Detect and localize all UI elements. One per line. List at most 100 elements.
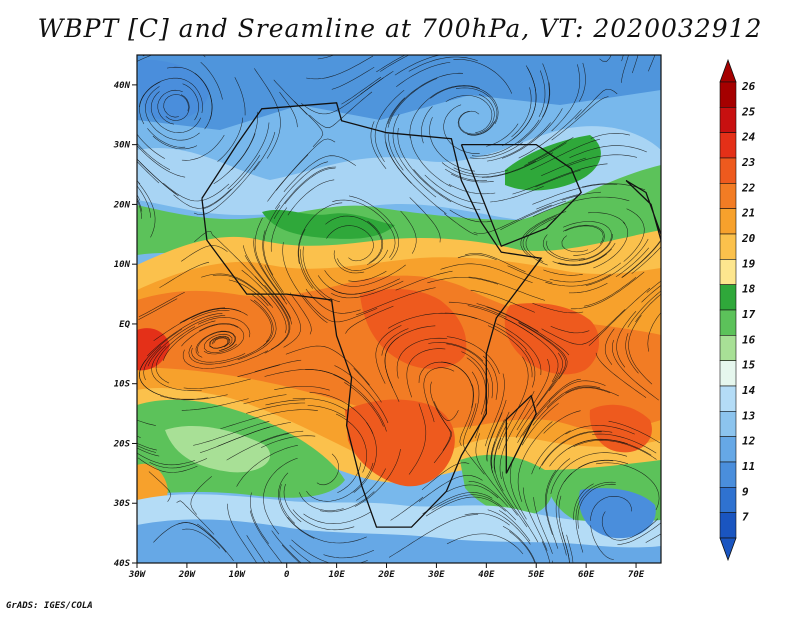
streamline: [253, 299, 274, 347]
streamline: [137, 161, 160, 184]
streamline: [561, 235, 589, 253]
streamline: [545, 274, 611, 287]
chart-title: WBPT [C] and Sreamline at 700hPa, VT: 20…: [37, 14, 763, 43]
streamline: [151, 345, 202, 391]
streamline: [469, 371, 480, 429]
streamline: [588, 287, 651, 346]
streamline: [137, 158, 177, 195]
streamline: [367, 220, 384, 265]
streamline: [464, 513, 510, 526]
streamline: [283, 155, 357, 192]
streamline: [356, 287, 436, 316]
streamline: [228, 279, 269, 306]
streamline: [413, 169, 481, 211]
streamline: [148, 471, 172, 502]
streamline: [527, 137, 574, 164]
streamline: [145, 86, 200, 141]
streamline: [490, 441, 528, 528]
streamline: [468, 481, 509, 507]
streamline: [302, 246, 340, 303]
streamline: [176, 500, 215, 535]
streamline: [590, 496, 632, 521]
streamline: [209, 335, 231, 349]
streamline: [237, 294, 277, 361]
lon-tick-label: 40E: [478, 570, 495, 580]
streamline: [573, 483, 594, 521]
streamline: [566, 534, 574, 563]
lon-tick-label: 30W: [128, 570, 147, 580]
streamline: [512, 163, 608, 195]
streamline: [271, 530, 302, 563]
streamline: [181, 245, 228, 262]
lat-tick-label: 10N: [114, 260, 131, 270]
streamline: [575, 481, 616, 553]
colorbar-swatch: [719, 157, 737, 184]
streamline: [518, 82, 551, 144]
streamline: [408, 56, 478, 72]
streamline: [595, 462, 660, 511]
lat-tick-label: 20N: [113, 200, 131, 210]
streamline: [300, 249, 332, 302]
streamline: [138, 298, 178, 320]
lon-tick-label: 30E: [427, 570, 445, 580]
streamline: [516, 358, 550, 431]
streamline: [182, 83, 199, 121]
streamline: [279, 91, 298, 128]
streamline: [631, 246, 661, 274]
streamline: [501, 65, 537, 147]
streamline: [525, 217, 557, 262]
colorbar-label: 14: [742, 384, 756, 397]
streamline: [325, 215, 383, 264]
lat-tick-label: 40N: [114, 81, 131, 91]
streamline: [483, 355, 498, 400]
colorbar-swatch: [719, 436, 737, 463]
streamline: [453, 59, 513, 94]
streamline: [538, 430, 613, 470]
streamline: [396, 62, 451, 88]
streamline: [199, 323, 245, 355]
streamline: [530, 138, 601, 170]
colorbar: 26 25 24 23 22 21 20 19 18 17 16 15 14 13 12 11 9 7: [719, 58, 756, 562]
streamline: [486, 412, 503, 462]
colorbar-swatch: [719, 461, 737, 488]
streamline: [306, 55, 374, 80]
colorbar-arrow-top: [719, 58, 737, 83]
streamline: [333, 250, 365, 274]
streamline: [486, 399, 507, 461]
streamline: [138, 182, 156, 238]
streamline: [518, 321, 568, 380]
streamline: [520, 211, 567, 256]
streamline: [536, 372, 559, 406]
streamline: [390, 496, 424, 521]
streamline: [283, 483, 302, 523]
streamline: [190, 310, 230, 320]
streamline: [298, 228, 314, 289]
streamline: [459, 384, 474, 446]
coastlines: [201, 102, 661, 528]
streamline: [137, 194, 141, 201]
streamline: [499, 390, 535, 480]
streamline: [162, 320, 216, 361]
streamline: [570, 271, 645, 310]
streamline: [281, 544, 301, 563]
streamline: [604, 328, 615, 365]
streamline: [183, 308, 248, 322]
streamline: [254, 217, 285, 301]
streamline: [287, 517, 367, 544]
streamline: [150, 91, 202, 133]
streamline: [267, 138, 336, 202]
streamline: [522, 487, 548, 551]
streamline: [137, 442, 158, 451]
streamline: [502, 525, 536, 563]
streamline: [549, 438, 628, 467]
colorbar-label: 20: [741, 232, 756, 245]
streamline: [143, 346, 162, 381]
streamline: [263, 457, 298, 535]
streamline: [341, 76, 382, 105]
streamline: [213, 111, 258, 185]
streamline: [579, 62, 586, 102]
streamline: [617, 522, 661, 545]
streamline: [569, 282, 608, 294]
